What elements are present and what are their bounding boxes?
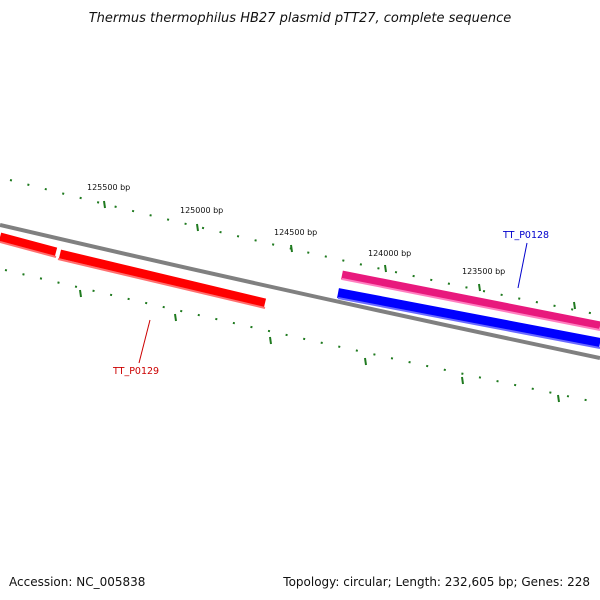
inner-tick-track	[4, 269, 600, 404]
sequence-summary-text: Topology: circular; Length: 232,605 bp; …	[282, 575, 590, 589]
major-ticks-inner	[79, 289, 560, 403]
map-title: Thermus thermophilus HB27 plasmid pTT27,…	[89, 11, 512, 26]
scale-label-123500: 123500 bp	[462, 267, 505, 276]
gene-tt-p0128-leader	[517, 242, 528, 289]
gene-tt-p0128-label[interactable]: TT_P0128	[502, 230, 549, 241]
forward-feature-pink[interactable]	[341, 270, 600, 331]
gene-tt-p0129-label[interactable]: TT_P0129	[112, 366, 159, 377]
gene-tt-p0129-leader	[138, 319, 151, 364]
gene-tt-p0129-bar[interactable]	[0, 232, 267, 309]
scale-label-124000: 124000 bp	[368, 249, 411, 258]
major-ticks-outer	[103, 200, 576, 310]
gene-tt-p0128-bar[interactable]	[337, 288, 600, 349]
scale-label-124500: 124500 bp	[274, 228, 317, 237]
plasmid-backbone	[0, 223, 600, 360]
accession-text: Accession: NC_005838	[9, 575, 145, 589]
scale-label-125000: 125000 bp	[180, 206, 223, 215]
scale-label-125500: 125500 bp	[87, 183, 130, 192]
